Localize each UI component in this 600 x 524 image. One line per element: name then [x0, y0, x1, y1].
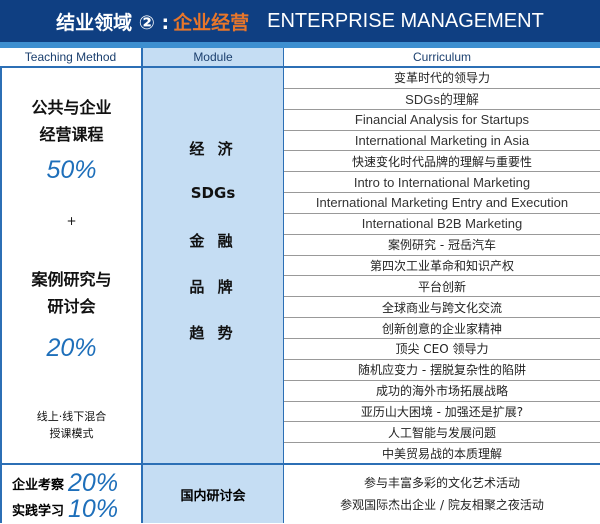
bottom-module: 国内研讨会 [143, 463, 284, 523]
curriculum-item: 第四次工业革命和知识产权 [284, 256, 600, 277]
title-highlight: 企业经营 [173, 11, 250, 34]
course-pct: 50% [46, 156, 97, 184]
practice-row: 实践学习 10% [12, 495, 118, 524]
header-strip [0, 42, 600, 48]
case-pct: 20% [46, 334, 97, 362]
curriculum-item: 随机应变力 - 摆脱复杂性的陷阱 [284, 360, 600, 381]
curriculum-item: Intro to International Marketing [284, 172, 600, 194]
case-label: 案例研究与 研讨会 [31, 270, 112, 316]
curriculum-item: 中美贸易战的本质理解 [381, 446, 502, 461]
curriculum-item: 人工智能与发展问题 [284, 422, 600, 444]
bottom-item: 参观国际杰出企业 / 院友相聚之夜活动 [340, 498, 544, 512]
title-english: ENTERPRISE MANAGEMENT [267, 9, 544, 32]
curriculum-item: 顶尖 CEO 领导力 [284, 339, 600, 360]
curriculum-item: 成功的海外市场拓展战略 [284, 381, 600, 402]
curriculum-item: 案例研究 - 冠岳汽车 [284, 235, 600, 256]
title-prefix: 结业领域 ② : [56, 11, 170, 34]
visit-label: 企业考察 [12, 478, 65, 493]
curriculum-item: SDGs的理解 [284, 89, 600, 110]
curriculum-list: 变革时代的领导力 SDGs的理解 Financial Analysis for St… [284, 68, 600, 463]
curriculum-item: International B2B Marketing [284, 214, 600, 235]
module-economy: 经 济 [189, 140, 237, 158]
curriculum-item: 全球商业与跨文化交流 [284, 297, 600, 319]
method-column: 公共与企业 经营课程 50% + 案例研究与 研讨会 20% 线上·线下混合 授课模式 [0, 68, 143, 463]
module-sdgs: SDGs [190, 184, 236, 202]
practice-pct: 10% [68, 495, 119, 523]
bottom-item: 参与丰富多彩的文化艺术活动 [363, 476, 520, 490]
bottom-method: 企业考察 20% 实践学习 10% [0, 463, 143, 523]
visit-row: 企业考察 20% [12, 469, 118, 498]
mixed-mode: 线上·线下混合 授课模式 [36, 410, 107, 440]
curriculum-item: 平台创新 [284, 276, 600, 298]
visit-pct: 20% [68, 469, 119, 497]
module-column: 经 济 SDGs 金 融 品 牌 趋 势 [143, 68, 284, 463]
course-label: 公共与企业 经营课程 [31, 98, 112, 144]
curriculum-item: International Marketing Entry and Execut… [284, 193, 600, 214]
curriculum-item: International Marketing in Asia [284, 131, 600, 152]
module-brand: 品 牌 [189, 278, 237, 296]
curriculum-item: Financial Analysis for Startups [284, 110, 600, 131]
plus-sign: + [66, 214, 77, 228]
module-finance: 金 融 [189, 232, 237, 250]
curriculum-item: 创新创意的企业家精神 [284, 318, 600, 339]
curriculum-item: 亚历山大困境 - 加强还是扩展? [284, 402, 600, 423]
module-trend: 趋 势 [189, 324, 237, 342]
curriculum-item: 快速变化时代品牌的理解与重要性 [284, 151, 600, 173]
header-method: Teaching Method [0, 48, 143, 68]
header-curriculum: Curriculum [284, 48, 600, 68]
bottom-curriculum: 参与丰富多彩的文化艺术活动 参观国际杰出企业 / 院友相聚之夜活动 [284, 463, 600, 523]
header-module: Module [143, 48, 284, 68]
practice-label: 实践学习 [12, 504, 65, 519]
page-title: 结业领域 ② : 企业经营 ENTERPRISE MANAGEMENT [0, 0, 600, 42]
curriculum-item: 变革时代的领导力 [284, 68, 600, 89]
